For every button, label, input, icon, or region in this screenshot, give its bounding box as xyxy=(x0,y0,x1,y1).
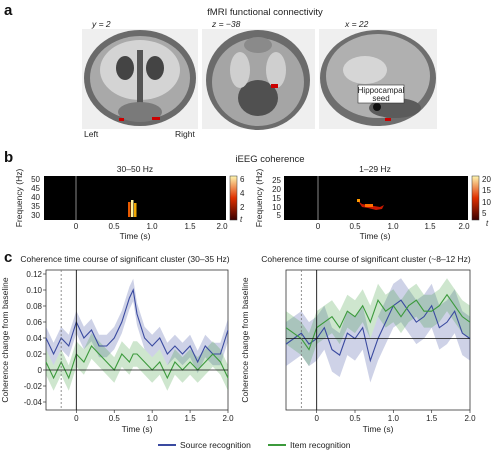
spectrogram-1-ytick: 45 xyxy=(31,184,40,193)
panel-label-b: b xyxy=(4,149,13,166)
y-tick-label: 0.12 xyxy=(26,270,42,279)
x-tick-label: 0 xyxy=(314,414,319,423)
legend-label-item: Item recognition xyxy=(290,440,351,450)
colorbar-2-tick: 15 xyxy=(482,186,491,195)
y-tick-label: 0.10 xyxy=(26,286,42,295)
legend-label-source: Source recognition xyxy=(180,440,251,450)
spectrogram-2-ytick: 10 xyxy=(272,203,281,212)
line-chart-1: Coherence time course of significant clu… xyxy=(0,254,234,434)
spectrogram-1-xtick: 1.5 xyxy=(184,222,196,231)
spectrogram-1-xtick: 1.0 xyxy=(146,222,158,231)
colorbar-1-tick: 4 xyxy=(240,189,245,198)
series-band xyxy=(46,333,228,391)
coord-label-sagittal: x = 22 xyxy=(344,19,369,29)
chart-frame xyxy=(45,269,229,411)
chart-xlabel: Time (s) xyxy=(122,424,153,434)
spectrogram-1-ylabel: Frequency (Hz) xyxy=(14,169,24,228)
seed-label-line1: Hippocampal xyxy=(358,86,405,95)
chart-title: Coherence time course of significant clu… xyxy=(20,254,229,264)
x-tick-label: 1.5 xyxy=(426,414,438,423)
series-band xyxy=(286,278,470,367)
spectrogram-2-xtick: 0.5 xyxy=(349,222,361,231)
series-line xyxy=(45,345,229,380)
brain-sagittal xyxy=(319,29,437,129)
spectrogram-2-ytick: 20 xyxy=(272,185,281,194)
x-tick-label: 2.0 xyxy=(464,414,476,423)
spectrogram-2-xtick: 2.0 xyxy=(458,222,470,231)
spectrogram-1-ytick: 50 xyxy=(31,175,40,184)
colorbar-1-label: t xyxy=(240,215,243,224)
x-tick-label: 1.5 xyxy=(185,414,197,423)
orientation-left-label: Left xyxy=(84,129,99,139)
spectrogram-1-xlabel: Time (s) xyxy=(120,231,151,241)
colorbar-1-tick: 6 xyxy=(240,175,245,184)
y-tick-label: 0.06 xyxy=(26,318,42,327)
coord-label-axial: z = −38 xyxy=(211,19,241,29)
spectrogram-2-ytick: 15 xyxy=(272,194,281,203)
colorbar-2 xyxy=(471,175,480,221)
brain-axial xyxy=(202,29,315,130)
x-tick-label: 1.0 xyxy=(388,414,400,423)
series-band xyxy=(286,278,470,383)
chart-xlabel: Time (s) xyxy=(363,424,394,434)
panel-b-title: iEEG coherence xyxy=(235,154,304,165)
y-tick-label: -0.02 xyxy=(24,382,43,391)
x-tick-label: 0.5 xyxy=(349,414,361,423)
spectrogram-2-xtick: 0 xyxy=(316,222,321,231)
y-tick-label: 0.04 xyxy=(26,334,42,343)
y-tick-label: -0.04 xyxy=(24,398,43,407)
y-tick-label: 0.02 xyxy=(26,350,42,359)
spectrogram-1-ytick: 40 xyxy=(31,193,40,202)
chart-ylabel: Coherence change from baseline xyxy=(0,277,10,402)
spectrogram-1-xtick: 2.0 xyxy=(216,222,228,231)
spectrogram-2-ytick: 5 xyxy=(277,211,282,220)
colorbar-2-label: t xyxy=(486,219,489,228)
spectrogram-2-xtick: 1.0 xyxy=(387,222,399,231)
spectrogram-2-ytick: 25 xyxy=(272,176,281,185)
spectrogram-2-title: 1–29 Hz xyxy=(359,164,391,174)
line-chart-2: Coherence time course of significant clu… xyxy=(240,254,476,434)
spectrogram-2 xyxy=(284,176,468,220)
x-tick-label: 0 xyxy=(74,414,79,423)
spectrogram-2-ylabel: Frequency (Hz) xyxy=(254,169,264,228)
orientation-right-label: Right xyxy=(175,129,195,139)
spectrogram-1-xtick: 0 xyxy=(74,222,79,231)
series-line xyxy=(45,288,229,364)
chart-title: Coherence time course of significant clu… xyxy=(261,254,471,264)
chart-frame xyxy=(285,269,471,411)
spectrogram-2-xtick: 1.5 xyxy=(424,222,436,231)
colorbar-1-tick: 2 xyxy=(240,203,245,212)
spectrogram-1 xyxy=(44,176,226,220)
spectrogram-2-xlabel: Time (s) xyxy=(360,231,391,241)
chart-ylabel: Coherence change from baseline xyxy=(240,277,250,402)
y-tick-label: 0.08 xyxy=(26,302,42,311)
colorbar-2-tick: 20 xyxy=(482,175,491,184)
x-tick-label: 1.0 xyxy=(147,414,159,423)
spectrogram-1-xtick: 0.5 xyxy=(108,222,120,231)
spectrogram-1-ytick: 30 xyxy=(31,211,40,220)
coord-label-coronal: y = 2 xyxy=(91,19,111,29)
panel-label-a: a xyxy=(4,2,13,19)
colorbar-2-tick: 5 xyxy=(482,209,487,218)
spectrogram-1-title: 30–50 Hz xyxy=(117,164,153,174)
panel-a-title: fMRI functional connectivity xyxy=(207,7,323,18)
brain-coronal xyxy=(82,29,198,129)
x-tick-label: 2.0 xyxy=(222,414,234,423)
series-band xyxy=(46,278,228,374)
x-tick-label: 0.5 xyxy=(109,414,121,423)
legend: Source recognition Item recognition xyxy=(158,440,351,450)
colorbar-1 xyxy=(229,175,238,221)
y-tick-label: 0 xyxy=(38,366,43,375)
panel-label-c: c xyxy=(4,249,12,266)
colorbar-2-tick: 10 xyxy=(482,198,491,207)
seed-label-line2: seed xyxy=(372,94,389,103)
spectrogram-1-ytick: 35 xyxy=(31,202,40,211)
